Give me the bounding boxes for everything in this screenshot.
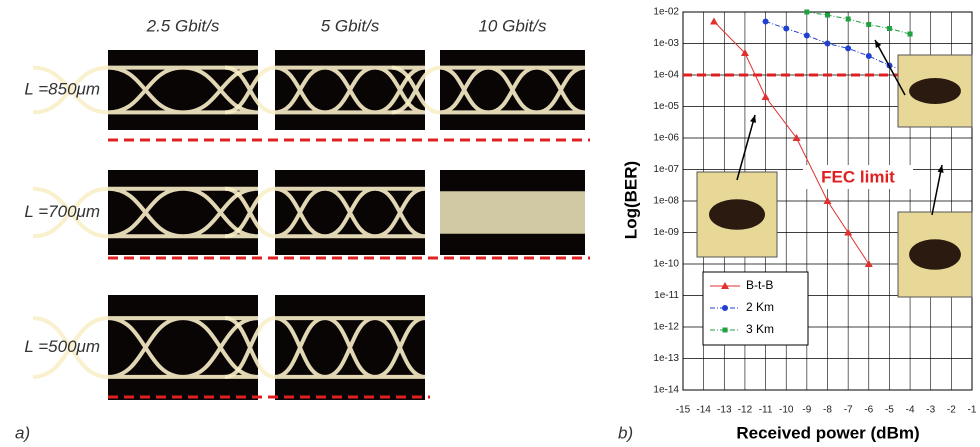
legend-marker (723, 328, 728, 333)
marker (783, 25, 789, 31)
x-tick-label: -2 (947, 405, 956, 416)
legend-label: 3 Km (746, 322, 774, 336)
row-label: L =850μm (24, 79, 100, 98)
annotation: FEC limit (821, 167, 895, 186)
figure: 2.5 Gbit/s 5 Gbit/s 10 Gbit/s L =850μm L =70… (0, 0, 980, 447)
marker (825, 41, 831, 47)
x-tick-label: -7 (844, 405, 853, 416)
y-tick-label: 1e-03 (653, 38, 679, 49)
legend-label: 2 Km (746, 300, 774, 314)
x-tick-label: -6 (864, 405, 873, 416)
x-tick-label: -12 (738, 405, 753, 416)
y-tick-label: 1e-14 (653, 385, 679, 396)
y-tick-label: 1e-04 (653, 70, 679, 81)
eye-noise (440, 191, 585, 234)
x-tick-label: -11 (759, 405, 773, 416)
panel-label: b) (618, 423, 633, 442)
marker (763, 18, 769, 24)
row-label: L =700μm (24, 202, 100, 221)
marker (908, 32, 913, 37)
x-tick-label: -3 (926, 405, 935, 416)
y-tick-label: 1e-09 (653, 227, 679, 238)
x-axis-label: Received power (dBm) (736, 423, 919, 442)
x-tick-label: -15 (676, 405, 691, 416)
x-tick-label: -9 (802, 405, 811, 416)
y-tick-label: 1e-05 (653, 101, 679, 112)
x-tick-label: -10 (779, 405, 794, 416)
panel-a: 2.5 Gbit/s 5 Gbit/s 10 Gbit/s L =850μm L =70… (24, 16, 590, 400)
marker (804, 32, 810, 38)
inset-eye-opening (909, 239, 961, 270)
legend-marker (722, 305, 728, 311)
inset-eye-opening (909, 78, 961, 104)
marker (845, 45, 851, 51)
column-label: 5 Gbit/s (321, 16, 380, 35)
eye-background (108, 50, 258, 130)
legend-label: B-t-B (746, 278, 773, 292)
marker (846, 16, 851, 21)
row-label: L =500μm (24, 337, 100, 356)
eye-diagram (440, 170, 585, 255)
y-axis-label: Log(BER) (621, 161, 640, 239)
y-tick-label: 1e-10 (653, 259, 679, 270)
panel-b: -15 -14 -13 -12 -11 -10 -9 -8 -7 -6 -5 -4 -3 -2 -1 1e-0… (653, 7, 976, 416)
x-tick-label: -5 (885, 405, 894, 416)
marker (825, 13, 830, 18)
inset-eye-opening (709, 199, 765, 230)
marker (866, 53, 872, 59)
y-tick-label: 1e-06 (653, 133, 679, 144)
y-tick-label: 1e-13 (653, 353, 679, 364)
y-tick-label: 1e-12 (653, 322, 679, 333)
x-tick-label: -13 (717, 405, 732, 416)
column-label: 2.5 Gbit/s (146, 16, 220, 35)
x-tick-label: -4 (906, 405, 915, 416)
column-label: 10 Gbit/s (478, 16, 547, 35)
marker (887, 26, 892, 31)
eye-background (108, 295, 258, 400)
marker (804, 10, 809, 15)
marker (866, 22, 871, 27)
x-tick-label: -1 (968, 405, 977, 416)
x-tick-label: -8 (823, 405, 832, 416)
y-tick-label: 1e-02 (653, 7, 679, 18)
panel-label: a) (15, 423, 30, 442)
y-tick-label: 1e-11 (654, 290, 679, 301)
eye-background (108, 170, 258, 255)
y-tick-label: 1e-08 (653, 196, 679, 207)
y-tick-label: 1e-07 (653, 164, 679, 175)
x-tick-label: -14 (696, 405, 711, 416)
